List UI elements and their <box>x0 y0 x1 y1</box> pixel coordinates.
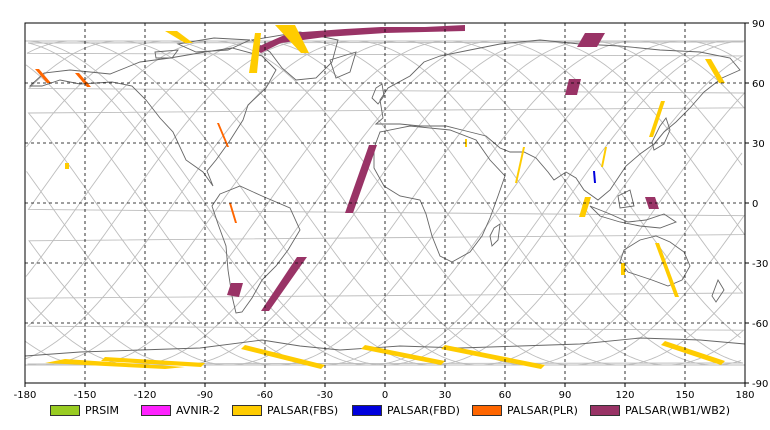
y-tick-label: 0 <box>752 199 758 210</box>
swath <box>515 147 525 183</box>
legend-item-avnir2: AVNIR-2 <box>141 402 220 418</box>
swath <box>101 357 205 367</box>
swath <box>661 341 725 365</box>
australia-coast <box>619 235 691 287</box>
swath <box>75 73 91 87</box>
legend-swatch <box>472 404 502 416</box>
swath <box>579 197 591 217</box>
legend: PRSIM AVNIR-2 PALSAR(FBS) PALSAR(FBD) PA… <box>0 402 770 420</box>
coastlines <box>24 31 746 357</box>
legend-item-palsar-plr: PALSAR(PLR) <box>472 402 578 418</box>
swath <box>65 163 69 169</box>
legend-swatch <box>352 404 382 416</box>
swath <box>705 59 725 83</box>
swath <box>345 145 377 213</box>
swath <box>253 25 465 53</box>
orbit-track <box>25 40 742 366</box>
y-tick-label: 90 <box>752 19 765 30</box>
orbit-track <box>26 40 743 366</box>
y-tick-label: -90 <box>752 379 768 390</box>
legend-label: PALSAR(FBD) <box>387 403 460 417</box>
x-tick-label: -120 <box>134 390 157 401</box>
legend-label: PALSAR(PLR) <box>507 403 578 417</box>
legend-item-palsar-fbd: PALSAR(FBD) <box>352 402 460 418</box>
legend-swatch <box>50 404 80 416</box>
swath <box>45 359 185 369</box>
x-tick-label: 90 <box>559 390 572 401</box>
new-zealand-coast <box>711 278 725 303</box>
orbit-track <box>26 40 743 366</box>
swath <box>35 69 51 83</box>
greenland-ice-coast <box>329 51 357 79</box>
legend-swatch <box>590 404 620 416</box>
legend-label: PRSIM <box>85 403 119 417</box>
legend-item-palsar-fbs: PALSAR(FBS) <box>232 402 338 418</box>
swath <box>261 257 307 311</box>
eurasia-coast <box>374 39 741 201</box>
indonesia-coast <box>589 189 677 229</box>
swath <box>593 171 596 183</box>
legend-swatch <box>232 404 262 416</box>
swath <box>577 33 605 47</box>
x-tick-label: -60 <box>257 390 273 401</box>
swath <box>621 263 625 275</box>
swath <box>601 147 607 167</box>
legend-label: PALSAR(FBS) <box>267 403 339 417</box>
x-tick-label: -150 <box>74 390 97 401</box>
swath <box>275 25 309 53</box>
swath <box>441 345 545 369</box>
legend-item-prsim: PRSIM <box>50 402 119 418</box>
africa-coast <box>373 125 506 263</box>
japan-coast <box>651 117 671 151</box>
legend-swatch <box>141 404 171 416</box>
swath <box>649 101 665 137</box>
south-america-coast <box>211 185 301 314</box>
north-america-coast <box>28 47 277 187</box>
swath <box>655 243 679 297</box>
swath <box>361 345 445 365</box>
uk-coast <box>371 83 385 105</box>
x-axis: -180 -150 -120 -90 -60 -30 0 30 60 90 120 150 180 <box>14 383 755 401</box>
x-tick-label: 150 <box>675 390 694 401</box>
y-tick-label: -30 <box>752 259 768 270</box>
x-tick-label: 120 <box>615 390 634 401</box>
madagascar-coast <box>489 223 501 247</box>
graticule <box>25 23 745 383</box>
x-tick-label: 60 <box>499 390 512 401</box>
swath <box>227 283 243 297</box>
swath <box>229 203 237 223</box>
legend-label: AVNIR-2 <box>176 403 220 417</box>
x-tick-label: -30 <box>317 390 333 401</box>
swath-layer <box>35 25 725 369</box>
x-tick-label: 0 <box>382 390 388 401</box>
y-tick-label: 60 <box>752 79 765 90</box>
legend-label: PALSAR(WB1/WB2) <box>625 403 731 417</box>
y-tick-label: 30 <box>752 139 765 150</box>
swath <box>241 345 325 369</box>
swath <box>165 31 193 43</box>
y-tick-label: -60 <box>752 319 768 330</box>
x-tick-label: 180 <box>735 390 754 401</box>
swath <box>249 33 261 73</box>
orbit-track <box>25 40 742 366</box>
swath <box>217 123 229 147</box>
x-tick-label: 30 <box>439 390 452 401</box>
x-tick-label: -180 <box>14 390 37 401</box>
y-axis: 90 60 30 0 -30 -60 -90 <box>745 19 768 390</box>
x-tick-label: -90 <box>197 390 213 401</box>
legend-item-palsar-wb: PALSAR(WB1/WB2) <box>590 402 730 418</box>
